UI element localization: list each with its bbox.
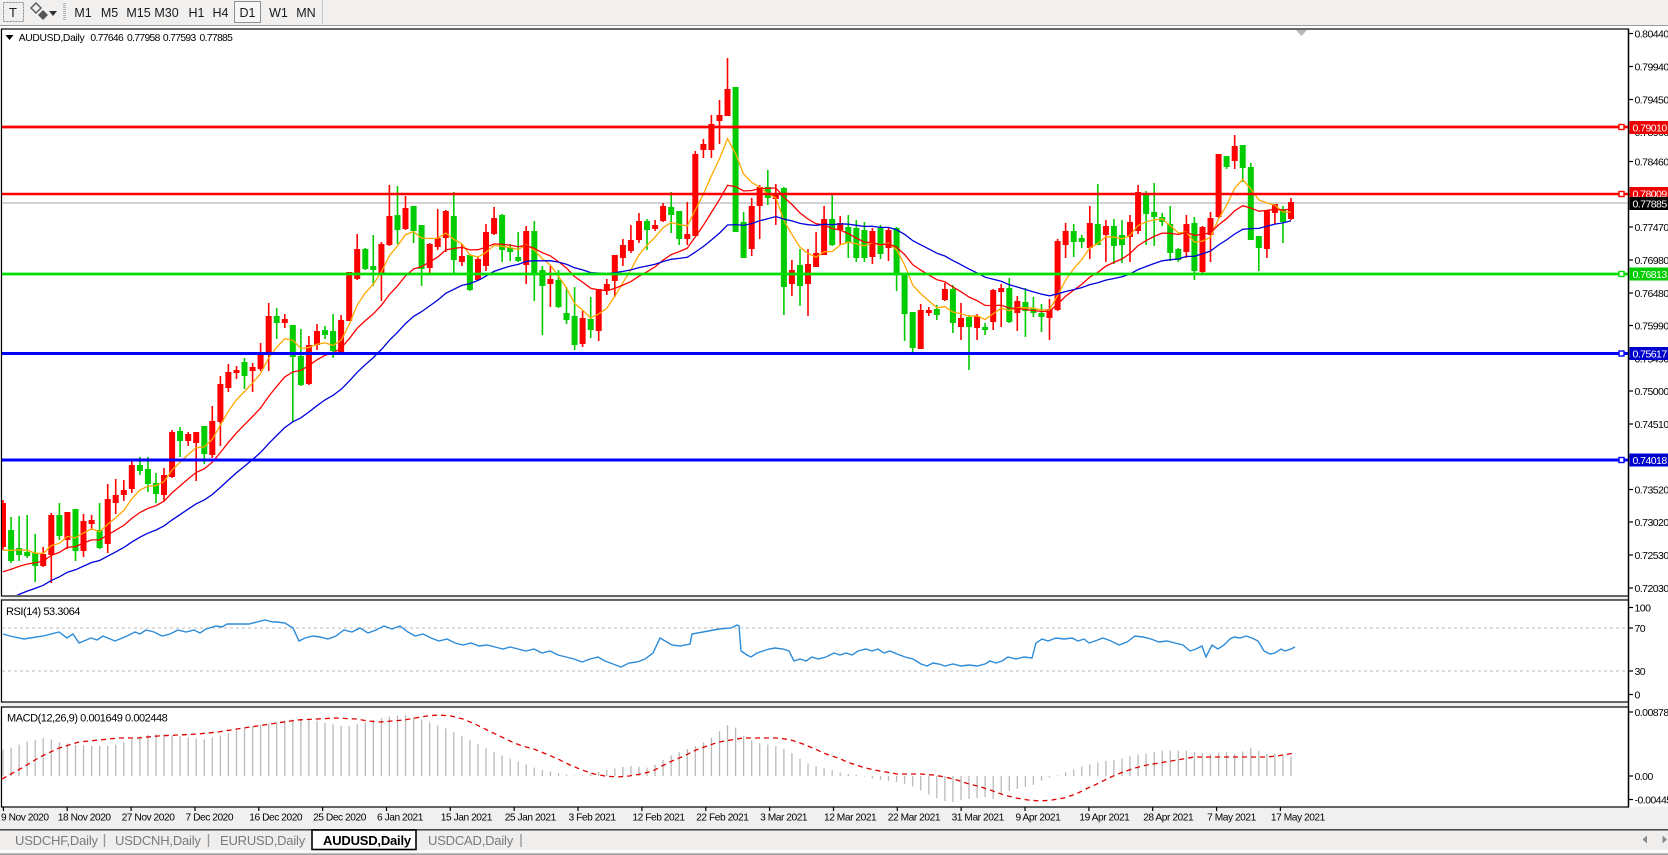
svg-text:0: 0	[1635, 689, 1641, 701]
svg-text:70: 70	[1635, 623, 1646, 635]
svg-text:0.74018: 0.74018	[1633, 455, 1668, 467]
svg-text:25 Jan 2021: 25 Jan 2021	[505, 813, 557, 824]
svg-text:USDCNH,Daily: USDCNH,Daily	[115, 833, 201, 848]
svg-text:28 Apr 2021: 28 Apr 2021	[1143, 813, 1194, 824]
svg-text:0.72030: 0.72030	[1635, 583, 1668, 595]
svg-text:USDCHF,Daily: USDCHF,Daily	[15, 833, 99, 848]
svg-text:0.80440: 0.80440	[1635, 28, 1668, 40]
svg-text:0.76813: 0.76813	[1633, 269, 1668, 281]
svg-text:100: 100	[1635, 602, 1652, 614]
svg-text:0.74510: 0.74510	[1635, 419, 1668, 431]
svg-text:0.79940: 0.79940	[1635, 61, 1668, 73]
svg-text:3 Feb 2021: 3 Feb 2021	[569, 813, 617, 824]
svg-text:-0.00445: -0.00445	[1635, 794, 1668, 806]
svg-text:9 Nov 2020: 9 Nov 2020	[1, 813, 49, 824]
svg-text:22 Mar 2021: 22 Mar 2021	[888, 813, 941, 824]
svg-text:AUDUSD,Daily: AUDUSD,Daily	[19, 33, 86, 44]
svg-text:0.00: 0.00	[1635, 771, 1654, 783]
svg-text:0.77646: 0.77646	[90, 33, 124, 44]
svg-text:AUDUSD,Daily: AUDUSD,Daily	[323, 833, 412, 848]
svg-text:W1: W1	[269, 6, 288, 20]
svg-text:19 Apr 2021: 19 Apr 2021	[1079, 813, 1130, 824]
svg-text:12 Feb 2021: 12 Feb 2021	[632, 813, 685, 824]
svg-text:M5: M5	[101, 6, 118, 20]
svg-text:30: 30	[1635, 666, 1646, 678]
svg-text:M15: M15	[126, 6, 150, 20]
svg-text:T: T	[9, 5, 17, 20]
svg-text:0.77470: 0.77470	[1635, 222, 1668, 234]
svg-text:31 Mar 2021: 31 Mar 2021	[952, 813, 1005, 824]
svg-text:6 Jan 2021: 6 Jan 2021	[377, 813, 424, 824]
svg-text:0.78460: 0.78460	[1635, 156, 1668, 168]
svg-text:0.77593: 0.77593	[163, 33, 197, 44]
svg-text:0.76480: 0.76480	[1635, 288, 1668, 300]
svg-text:27 Nov 2020: 27 Nov 2020	[122, 813, 176, 824]
svg-text:0.77885: 0.77885	[1633, 198, 1668, 210]
svg-text:0.79010: 0.79010	[1633, 122, 1668, 134]
svg-text:M1: M1	[74, 6, 91, 20]
svg-text:22 Feb 2021: 22 Feb 2021	[696, 813, 749, 824]
svg-text:0.77958: 0.77958	[127, 33, 161, 44]
svg-text:18 Nov 2020: 18 Nov 2020	[58, 813, 112, 824]
svg-text:D1: D1	[240, 6, 256, 20]
svg-text:0.77885: 0.77885	[200, 33, 234, 44]
svg-text:MACD(12,26,9) 0.001649 0.00244: MACD(12,26,9) 0.001649 0.002448	[7, 713, 168, 725]
svg-text:0.72530: 0.72530	[1635, 550, 1668, 562]
svg-text:3 Mar 2021: 3 Mar 2021	[760, 813, 808, 824]
svg-text:7 Dec 2020: 7 Dec 2020	[186, 813, 234, 824]
svg-text:25 Dec 2020: 25 Dec 2020	[313, 813, 367, 824]
svg-text:MN: MN	[296, 6, 315, 20]
svg-text:7 May 2021: 7 May 2021	[1207, 813, 1257, 824]
svg-text:0.79450: 0.79450	[1635, 94, 1668, 106]
svg-text:0.75617: 0.75617	[1633, 348, 1668, 360]
svg-text:RSI(14) 53.3064: RSI(14) 53.3064	[6, 606, 80, 618]
svg-text:USDCAD,Daily: USDCAD,Daily	[428, 833, 514, 848]
svg-text:17 May 2021: 17 May 2021	[1271, 813, 1326, 824]
svg-text:0.73520: 0.73520	[1635, 484, 1668, 496]
svg-text:M30: M30	[154, 6, 178, 20]
svg-text:0.75990: 0.75990	[1635, 320, 1668, 332]
svg-text:0.008782: 0.008782	[1635, 707, 1668, 719]
svg-text:EURUSD,Daily: EURUSD,Daily	[220, 833, 306, 848]
svg-text:H1: H1	[189, 6, 205, 20]
svg-text:15 Jan 2021: 15 Jan 2021	[441, 813, 493, 824]
svg-text:H4: H4	[213, 6, 229, 20]
svg-text:12 Mar 2021: 12 Mar 2021	[824, 813, 877, 824]
svg-text:0.76980: 0.76980	[1635, 255, 1668, 267]
svg-text:0.75000: 0.75000	[1635, 386, 1668, 398]
svg-text:0.73020: 0.73020	[1635, 517, 1668, 529]
svg-text:9 Apr 2021: 9 Apr 2021	[1016, 813, 1062, 824]
svg-text:16 Dec 2020: 16 Dec 2020	[249, 813, 303, 824]
